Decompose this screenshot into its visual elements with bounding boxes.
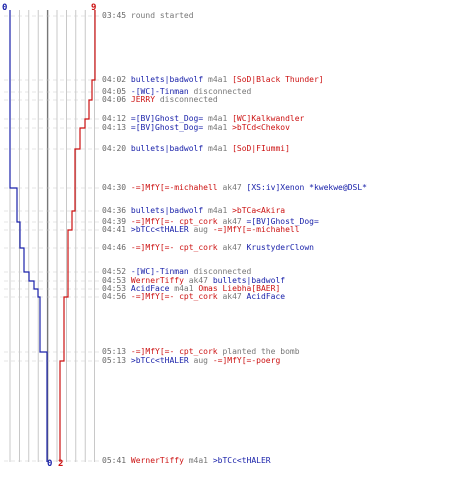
- player-name: [SoD|Black Thunder]: [232, 75, 324, 84]
- round-timeline-graph: [4, 10, 100, 462]
- player-name: Omas Liebha[BAER]: [198, 284, 281, 293]
- grid-lines: [9, 10, 95, 462]
- log-entry: 04:39 -=]MfY[=- cpt_cork ak47 =[BV]Ghost…: [102, 217, 319, 226]
- log-entry: 05:41 WernerTiffy m4a1 >bTCc<tHALER: [102, 456, 271, 465]
- t-start-count: 9: [91, 3, 97, 13]
- event-time: 04:52: [102, 267, 127, 276]
- event-time: 04:06: [102, 95, 127, 104]
- event-action: aug: [193, 356, 208, 365]
- log-entry: 05:13 -=]MfY[=- cpt_cork planted the bom…: [102, 347, 300, 356]
- event-time: 04:53: [102, 276, 127, 285]
- log-entry: 04:56 -=]MfY[=- cpt_cork ak47 AcidFace: [102, 292, 285, 301]
- event-time: 04:02: [102, 75, 127, 84]
- player-name: -=]MfY[=- cpt_cork: [130, 243, 218, 252]
- player-name: WernerTiffy: [130, 276, 184, 285]
- player-name: JERRY: [130, 95, 156, 104]
- player-name: >bTCc<tHALER: [212, 456, 271, 465]
- ct-end-count: 0: [47, 459, 53, 469]
- event-time: 04:39: [102, 217, 127, 226]
- ct-start-count: 0: [2, 3, 8, 13]
- player-name: AcidFace: [130, 284, 170, 293]
- log-entry: 04:02 bullets|badwolf m4a1 [SoD|Black Th…: [102, 75, 324, 84]
- event-time: 04:13: [102, 123, 127, 132]
- event-time: 04:41: [102, 225, 127, 234]
- event-action: m4a1: [208, 206, 228, 215]
- event-time: 04:56: [102, 292, 127, 301]
- event-action: disconnected: [193, 87, 252, 96]
- player-name: KrustyderClown: [246, 243, 314, 252]
- log-entry: 04:12 =[BV]Ghost_Dog= m4a1 [WC]Kalkwandl…: [102, 114, 304, 123]
- player-name: [SoD|FIummi]: [232, 144, 290, 153]
- event-action: round started: [130, 11, 194, 20]
- event-action: ak47: [222, 183, 242, 192]
- player-name: >bTCd<Chekov: [232, 123, 290, 132]
- event-action: planted the bomb: [222, 347, 300, 356]
- log-entry: 04:06 JERRY disconnected: [102, 95, 218, 104]
- event-time: 03:45: [102, 11, 127, 20]
- player-name: =[BV]Ghost_Dog=: [130, 123, 204, 132]
- event-action: m4a1: [208, 144, 228, 153]
- event-action: m4a1: [208, 123, 228, 132]
- event-action: ak47: [222, 243, 242, 252]
- log-entry: 04:53 WernerTiffy ak47 bullets|badwolf: [102, 276, 285, 285]
- event-action: ak47: [188, 276, 208, 285]
- player-name: bullets|badwolf: [212, 276, 286, 285]
- log-entry: 04:13 =[BV]Ghost_Dog= m4a1 >bTCd<Chekov: [102, 123, 290, 132]
- log-entry: 04:52 -[WC]-Tinman disconnected: [102, 267, 251, 276]
- player-name: -=]MfY[=-michahell: [212, 225, 300, 234]
- player-name: -[WC]-Tinman: [130, 87, 189, 96]
- event-time: 05:41: [102, 456, 127, 465]
- log-entry: 04:46 -=]MfY[=- cpt_cork ak47 KrustyderC…: [102, 243, 314, 252]
- log-entry: 05:13 >bTCc<tHALER aug -=]MfY[=-poerg: [102, 356, 280, 365]
- event-action: ak47: [222, 292, 242, 301]
- event-time: 04:20: [102, 144, 127, 153]
- player-name: >bTCc<tHALER: [130, 225, 189, 234]
- log-entry: 04:36 bullets|badwolf m4a1 >bTCa<Akira: [102, 206, 285, 215]
- event-time: 04:46: [102, 243, 127, 252]
- player-name: AcidFace: [246, 292, 286, 301]
- t-end-count: 2: [58, 459, 64, 469]
- event-action: m4a1: [208, 75, 228, 84]
- event-time: 04:36: [102, 206, 127, 215]
- log-entry: 04:41 >bTCc<tHALER aug -=]MfY[=-michahel…: [102, 225, 300, 234]
- player-name: >bTCa<Akira: [232, 206, 286, 215]
- event-time: 05:13: [102, 356, 127, 365]
- log-entry: 04:05 -[WC]-Tinman disconnected: [102, 87, 251, 96]
- player-name: =[BV]Ghost_Dog=: [130, 114, 204, 123]
- player-name: -=]MfY[=- cpt_cork: [130, 292, 218, 301]
- player-name: [XS:iv]Xenon *kwekwe@DSL*: [246, 183, 367, 192]
- event-action: m4a1: [188, 456, 208, 465]
- event-action: disconnected: [159, 95, 218, 104]
- event-action: m4a1: [208, 114, 228, 123]
- event-action: disconnected: [193, 267, 252, 276]
- player-name: bullets|badwolf: [130, 206, 204, 215]
- player-name: -=]MfY[=- cpt_cork: [130, 347, 218, 356]
- player-name: -[WC]-Tinman: [130, 267, 189, 276]
- player-name: -=]MfY[=-poerg: [212, 356, 281, 365]
- event-time: 04:05: [102, 87, 127, 96]
- event-action: m4a1: [174, 284, 194, 293]
- log-entry: 04:30 -=]MfY[=-michahell ak47 [XS:iv]Xen…: [102, 183, 367, 192]
- event-time: 04:12: [102, 114, 127, 123]
- t-alive-line: [59, 10, 96, 462]
- player-name: [WC]Kalkwandler: [232, 114, 305, 123]
- player-name: -=]MfY[=- cpt_cork: [130, 217, 218, 226]
- player-name: >bTCc<tHALER: [130, 356, 189, 365]
- event-action: ak47: [222, 217, 242, 226]
- event-action: aug: [193, 225, 208, 234]
- player-name: -=]MfY[=-michahell: [130, 183, 218, 192]
- log-entry: 04:53 AcidFace m4a1 Omas Liebha[BAER]: [102, 284, 280, 293]
- player-name: bullets|badwolf: [130, 144, 204, 153]
- player-name: WernerTiffy: [130, 456, 184, 465]
- player-name: bullets|badwolf: [130, 75, 204, 84]
- log-entry: 03:45 round started: [102, 11, 194, 20]
- event-time: 05:13: [102, 347, 127, 356]
- player-name: =[BV]Ghost_Dog=: [246, 217, 319, 226]
- event-time: 04:53: [102, 284, 127, 293]
- ct-alive-line: [9, 10, 48, 462]
- event-time: 04:30: [102, 183, 127, 192]
- log-entry: 04:20 bullets|badwolf m4a1 [SoD|FIummi]: [102, 144, 290, 153]
